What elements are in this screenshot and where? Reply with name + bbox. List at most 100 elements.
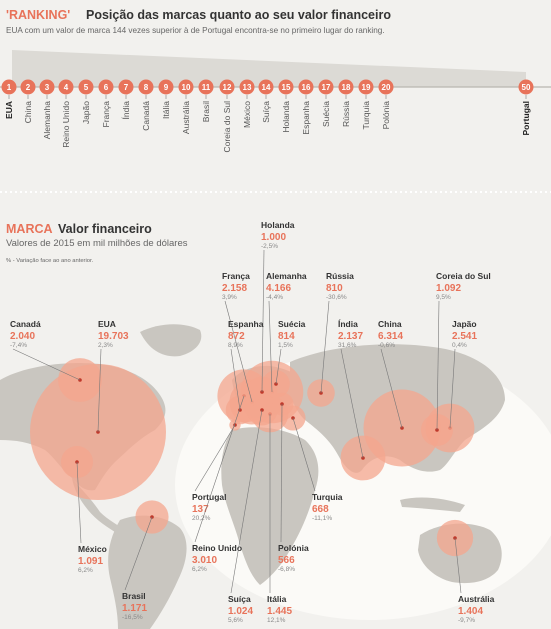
- rank-country-label: México: [242, 101, 252, 128]
- rank-country-label: Polónia: [381, 101, 391, 130]
- rank-circle: [239, 79, 255, 95]
- rank-country-label: Japão: [81, 101, 91, 124]
- rank-number: 13: [243, 83, 252, 92]
- rank-item: 13 México: [239, 79, 255, 128]
- leader-line: [230, 409, 263, 594]
- rank-number: 11: [202, 83, 211, 92]
- rank-country-label: Austrália: [181, 101, 191, 134]
- country-name: China: [378, 319, 402, 329]
- country-name: Espanha: [228, 319, 264, 329]
- rank-country-label: China: [23, 101, 33, 123]
- rank-item: 3 Alemanha: [39, 79, 55, 139]
- country-value: 2.040: [10, 331, 35, 342]
- leader-line: [436, 300, 440, 431]
- rank-circle: [198, 79, 214, 95]
- rank-number: 9: [164, 83, 169, 92]
- rank-circle: [358, 79, 374, 95]
- country-value: 6.314: [378, 331, 403, 342]
- rank-item: 2 China: [20, 79, 36, 123]
- country-value: 4.166: [266, 283, 291, 294]
- country-label: Polónia 566-6,8%: [278, 403, 309, 573]
- country-name: Itália: [267, 594, 287, 604]
- rank-number: 14: [262, 83, 271, 92]
- rank-circle: [158, 79, 174, 95]
- rank-circle: [178, 79, 194, 95]
- rank-country-label: Suíça: [261, 101, 271, 123]
- leader-line: [12, 348, 81, 381]
- country-value: 1.024: [228, 606, 253, 617]
- rank-number: 16: [302, 83, 311, 92]
- leader-line: [194, 395, 245, 543]
- country-name: México: [78, 544, 107, 554]
- rank-circle: [58, 79, 74, 95]
- map-note: % - Variação face ao ano anterior.: [6, 258, 94, 264]
- leader-line: [449, 348, 456, 429]
- country-change: -6,8%: [278, 566, 295, 573]
- rank-circle: [338, 79, 354, 95]
- rank-number: 19: [362, 83, 371, 92]
- country-change: -16,5%: [122, 614, 143, 621]
- country-value: 1.404: [458, 606, 483, 617]
- ranking-title: Posição das marcas quanto ao seu valor f…: [86, 8, 391, 22]
- rank-circle: [298, 79, 314, 95]
- leader-line: [292, 417, 316, 492]
- rank-number: 1: [7, 83, 12, 92]
- leader-line: [268, 300, 273, 393]
- country-value: 1.445: [267, 606, 292, 617]
- leader-line: [76, 461, 82, 544]
- country-change: 6,2%: [192, 566, 207, 573]
- rank-number: 17: [322, 83, 331, 92]
- rank-country-label: Portugal: [521, 101, 531, 135]
- rank-item: 7 Índia: [118, 79, 134, 119]
- country-name: Suíça: [228, 594, 251, 604]
- rank-number: 20: [382, 83, 391, 92]
- country-name: Índia: [338, 319, 358, 329]
- country-value: 668: [312, 504, 329, 515]
- south-america: [108, 515, 187, 629]
- rank-item: 1 EUA: [1, 79, 17, 119]
- country-change: 5,6%: [228, 617, 243, 624]
- map-title-accent: MARCA: [6, 222, 53, 236]
- country-name: Polónia: [278, 543, 309, 553]
- rank-item: 8 Canadá: [138, 79, 154, 131]
- country-value: 137: [192, 504, 209, 515]
- country-name: Coreia do Sul: [436, 271, 491, 281]
- ranking-title-accent: 'RANKING': [6, 8, 70, 22]
- country-label: Rússia 810-30,6%: [320, 271, 354, 394]
- country-name: Suécia: [278, 319, 306, 329]
- greenland: [140, 324, 202, 357]
- rank-country-label: Itália: [161, 101, 171, 119]
- rank-number: 5: [84, 83, 89, 92]
- rank-item: 20 Polónia: [378, 79, 394, 130]
- rank-item: 9 Itália: [158, 79, 174, 119]
- country-change: -2,5%: [261, 243, 278, 250]
- leader-line: [230, 348, 241, 411]
- country-change: -7,4%: [10, 342, 27, 349]
- country-change: 9,5%: [436, 294, 451, 301]
- country-change: 0,4%: [452, 342, 467, 349]
- country-name: França: [222, 271, 250, 281]
- rank-item: 17 Suécia: [318, 79, 334, 127]
- country-value: 2.541: [452, 331, 477, 342]
- country-name: Portugal: [192, 492, 226, 502]
- map-subtitle: Valores de 2015 em mil milhões de dólare…: [6, 238, 188, 249]
- rank-item: 19 Turquia: [358, 79, 374, 130]
- country-change: 3,9%: [222, 294, 237, 301]
- ranking-marks: 1 EUA 2 China 3 Alemanha 4 Reino Unido 5 Japão 6 Fr…: [1, 79, 534, 153]
- leader-line: [275, 348, 282, 385]
- country-change: -9,7%: [458, 617, 475, 624]
- rank-item: 6 França: [98, 79, 114, 127]
- leader-line: [380, 348, 403, 429]
- rank-country-label: Turquia: [361, 101, 371, 130]
- leader-line: [454, 537, 462, 594]
- rank-item: 14 Suíça: [258, 79, 274, 123]
- rank-circle: [378, 79, 394, 95]
- country-value: 1.000: [261, 232, 286, 243]
- map-title: Valor financeiro: [58, 222, 152, 236]
- rank-circle: [1, 79, 17, 95]
- country-label: Austrália 1.404-9,7%: [454, 537, 495, 624]
